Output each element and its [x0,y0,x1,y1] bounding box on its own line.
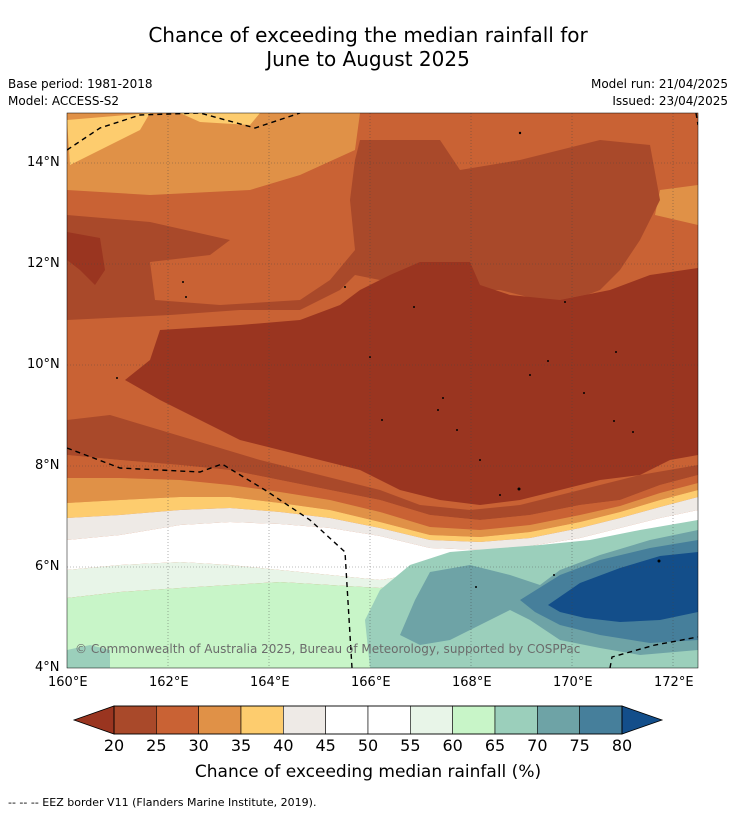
colorbar-cell [113,705,157,735]
colorbar-cell [198,705,242,735]
map-panel: © Commonwealth of Australia 2025, Bureau… [67,113,698,668]
model-run-text: Model run: 21/04/2025 [590,77,728,91]
island-markers [116,131,661,588]
model-text: Model: ACCESS-S2 [8,94,120,108]
band-35-40-nw [67,113,150,165]
colorbar-cells [113,705,623,735]
colorbar-cell [240,705,284,735]
colorbar-cell [367,705,411,735]
map-frame [66,112,699,669]
lat-label-4n: 4°N [35,660,60,675]
lat-label-8n: 8°N [35,458,60,473]
band-40-45-south [67,497,698,550]
lon-label-170e: 170°E [553,675,593,690]
lat-label-12n: 12°N [27,256,60,271]
lon-label-166e: 166°E [351,675,391,690]
colorbar-tick-label: 40 [273,736,294,755]
map-title-line-2: June to August 2025 [266,47,470,71]
colorbar-over-arrow [621,705,664,735]
issued-text: Issued: 23/04/2025 [612,94,728,108]
colorbar-cell [494,705,538,735]
colorbar-tick-label: 35 [230,736,252,755]
copyright-notice: © Commonwealth of Australia 2025, Bureau… [75,642,580,656]
lat-label-6n: 6°N [35,559,60,574]
colorbar-tick-label: 55 [400,736,421,755]
band-over-80 [548,552,698,622]
colorbar-tick-label: 30 [188,736,209,755]
eez-border-legend: -- -- -- EEZ border V11 (Flanders Marine… [8,796,317,809]
colorbar-cell [537,705,580,735]
band-35-40-south [67,490,698,542]
map-title-line-1: Chance of exceeding the median rainfall … [148,23,588,47]
band-55-60 [67,530,698,598]
band-25-30-south [67,455,698,530]
band-30-35-nw [67,113,360,195]
colorbar-frame [113,705,623,735]
lon-label-168e: 168°E [452,675,492,690]
colorbar-tick-label: 80 [611,736,633,755]
lon-label-162e: 162°E [149,675,189,690]
colorbar-cell [410,705,453,735]
band-25-30-west-patch [67,385,110,420]
colorbar-cell [283,705,326,735]
lat-label-14n: 14°N [27,155,60,170]
colorbar-cell [156,705,199,735]
colorbar-title: Chance of exceeding median rainfall (%) [194,762,542,782]
colorbar-tick-label: 45 [315,736,336,755]
band-20-25-north [67,140,660,320]
base-period-text: Base period: 1981-2018 [8,77,153,91]
lat-label-10n: 10°N [27,357,60,372]
colorbar-tick-label: 20 [103,736,125,755]
colorbar-tick-label: 70 [527,736,548,755]
band-45-55 [67,510,698,580]
colorbar-under-arrow [72,705,115,735]
colorbar-tick-label: 65 [484,736,506,755]
colorbar-cell [579,705,623,735]
colorbar-tick-label: 25 [146,736,167,755]
band-under-20-core [125,262,698,505]
lon-label-172e: 172°E [654,675,694,690]
graticule [67,113,698,668]
colorbar-tick-label: 60 [442,736,463,755]
band-65-70-sw [67,645,110,668]
eez-borders [67,113,698,668]
colorbar-cell [325,705,369,735]
band-20-25-south [67,415,698,520]
band-under-20-west [67,232,105,285]
colorbar-cell [452,705,496,735]
colorbar-tick-label: 50 [357,736,379,755]
colorbar [72,705,664,735]
colorbar-tick-label: 75 [569,736,590,755]
lon-label-160e: 160°E [48,675,88,690]
lon-label-164e: 164°E [250,675,290,690]
band-30-35-south [67,478,698,537]
